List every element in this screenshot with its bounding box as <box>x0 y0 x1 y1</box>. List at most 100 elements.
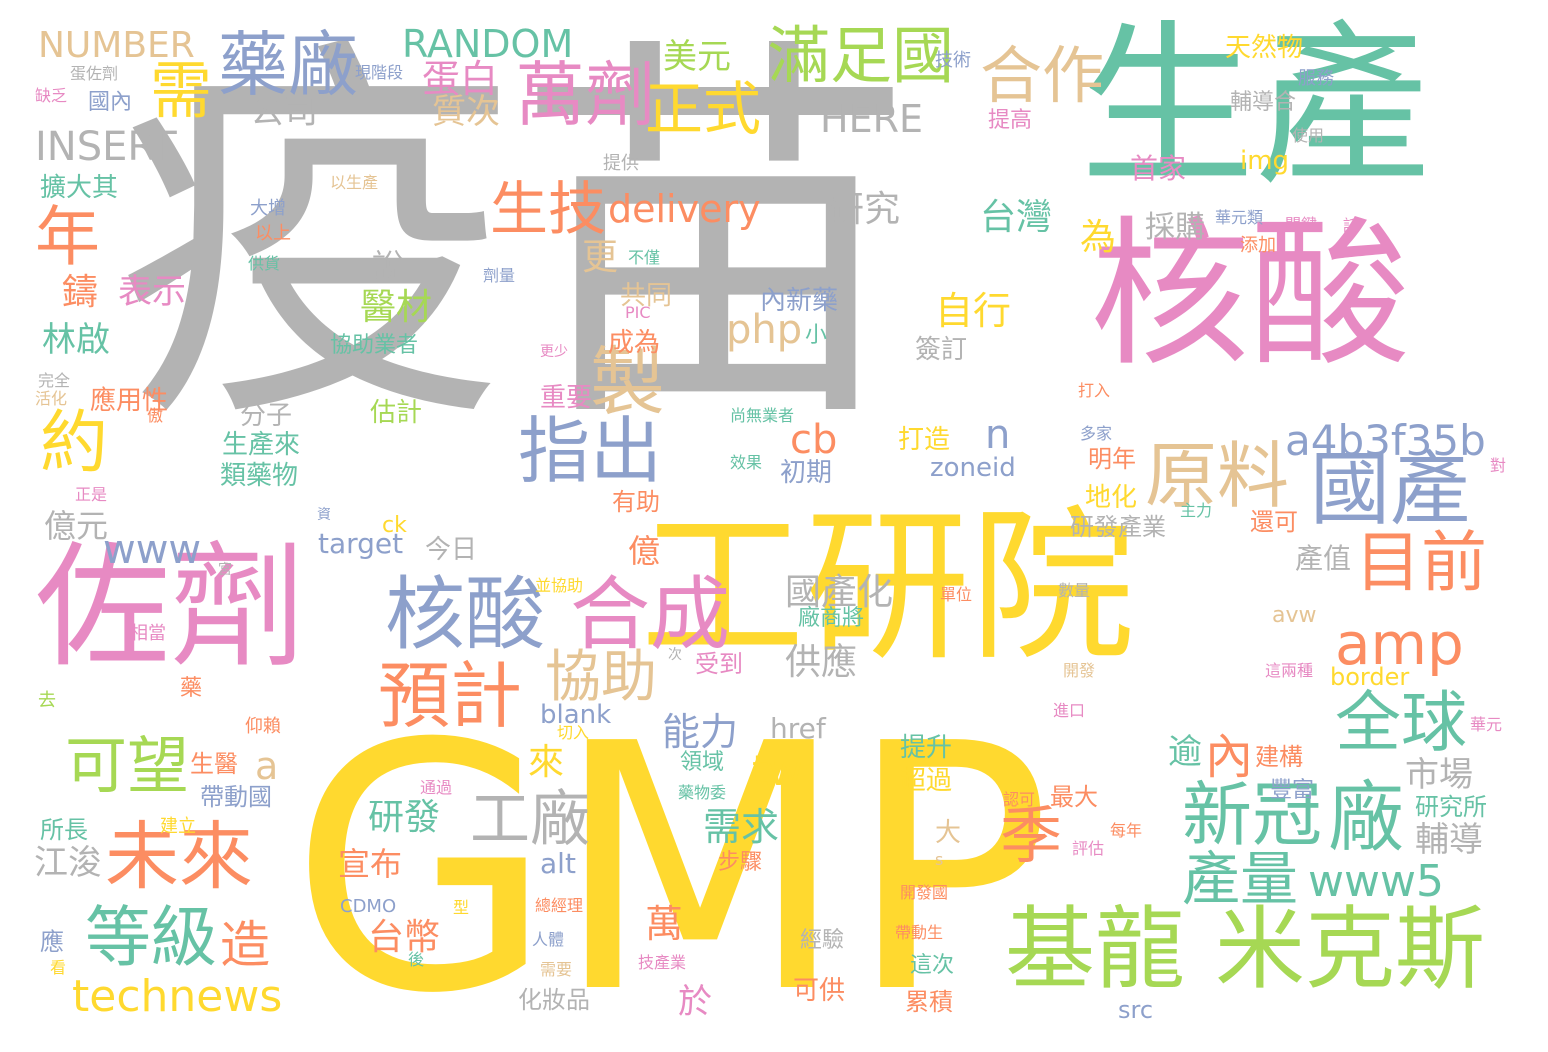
word-cloud-word: src <box>1118 996 1154 1024</box>
word-cloud-word: GMP <box>290 672 1052 1052</box>
word-cloud-word: 需要 <box>540 960 573 979</box>
word-cloud-word: 經驗 <box>800 928 845 953</box>
word-cloud-word: 總經理 <box>535 896 584 915</box>
word-cloud-word: 藥廠 <box>218 24 358 106</box>
word-cloud-word: 看 <box>50 958 67 977</box>
word-cloud-word: 相當 <box>130 623 166 644</box>
word-cloud-word: 成為 <box>608 328 661 358</box>
word-cloud-word: 託 <box>1343 216 1360 235</box>
word-cloud-word: n <box>985 412 1011 458</box>
word-cloud-word: 全球 <box>1335 684 1467 761</box>
word-cloud-word: amp <box>1335 610 1464 678</box>
word-cloud-word: 正是 <box>75 485 108 504</box>
word-cloud-word: 今日 <box>425 535 478 565</box>
word-cloud-word: 輔導 <box>1415 820 1483 860</box>
word-cloud-word: 步驟 <box>718 850 763 875</box>
word-cloud-word: 開發 <box>1063 661 1096 680</box>
word-cloud-word: 於 <box>678 982 712 1022</box>
word-cloud-word: 需求 <box>703 805 780 849</box>
word-cloud-word: 華元類 <box>1215 208 1264 227</box>
word-cloud-word: 效果 <box>730 453 763 472</box>
word-cloud-word: 產值 <box>1295 542 1352 575</box>
word-cloud-word: 公司 <box>250 92 318 132</box>
word-cloud-word: RANDOM <box>402 22 574 66</box>
word-cloud-word: 人體 <box>532 930 565 949</box>
word-cloud-word: 提供 <box>603 153 639 174</box>
word-cloud-word: 傲 <box>147 406 164 425</box>
word-cloud-word: 領域 <box>680 750 725 775</box>
word-cloud-word: 開發國 <box>900 883 949 902</box>
word-cloud-word: 分子 <box>240 401 293 431</box>
word-cloud-word: 預計 <box>378 654 523 738</box>
word-cloud-word: 內新藥 <box>760 286 839 316</box>
word-cloud-word: 主力 <box>1180 501 1213 520</box>
word-cloud-word: 原料 <box>1145 434 1290 518</box>
word-cloud-word: 國產化 <box>785 572 894 613</box>
word-cloud-word: 地化 <box>1085 483 1138 513</box>
word-cloud-word: 蛋白 <box>422 57 499 101</box>
word-cloud-word: 打造 <box>898 425 951 455</box>
word-cloud-word: 正式 <box>645 75 762 143</box>
word-cloud-word: a4b3f35b <box>1285 416 1486 465</box>
word-cloud-word: technews <box>72 971 283 1022</box>
word-cloud-word: 大 <box>935 818 962 848</box>
word-cloud-word: INSERT <box>35 124 177 170</box>
word-cloud-word: 明年 <box>1088 445 1136 473</box>
word-cloud-word: 受到 <box>695 650 743 678</box>
word-cloud-word: 藥物委 <box>678 783 727 802</box>
word-cloud-word: 現階段 <box>355 63 404 82</box>
word-cloud-word: 研發 <box>368 797 441 838</box>
word-cloud-word: 供應 <box>785 642 858 683</box>
word-cloud-word: 鑄 <box>62 272 99 313</box>
word-cloud-word: 億元 <box>44 507 109 545</box>
word-cloud-word: border <box>1330 663 1410 691</box>
word-cloud-word: 研究 <box>828 189 901 230</box>
word-cloud-word: 滿足國 <box>768 19 955 92</box>
word-cloud-word: zoneid <box>930 453 1016 483</box>
word-cloud-word: 億 <box>628 532 661 570</box>
word-cloud-word: 以上 <box>255 223 291 244</box>
word-cloud-word: 年 <box>35 200 101 275</box>
word-cloud-word: 服務 <box>1298 68 1334 89</box>
word-cloud-word: 廠 <box>1328 773 1404 862</box>
word-cloud-word: 逾 <box>1168 732 1202 772</box>
word-cloud-word: 可望 <box>65 729 190 802</box>
word-cloud-word: 協助 <box>545 645 657 710</box>
word-cloud-word: 仰賴 <box>245 716 281 737</box>
word-cloud-word: 輔導合 <box>1230 90 1297 115</box>
word-cloud-word: 估計 <box>370 398 423 428</box>
word-cloud-word: blank <box>540 700 612 730</box>
word-cloud-word: NUMBER <box>38 25 195 66</box>
word-cloud-word: 去 <box>38 690 56 711</box>
word-cloud-word: 完全 <box>38 371 71 390</box>
word-cloud-word: www5 <box>1308 856 1444 907</box>
word-cloud-word: 化妝品 <box>518 986 590 1014</box>
word-cloud-word: 添加 <box>1240 235 1276 256</box>
word-cloud-word: 重要 <box>540 383 593 413</box>
word-cloud-word: 指出 <box>518 409 663 493</box>
word-cloud-word: 資 <box>317 507 331 523</box>
word-cloud-word: 初期 <box>780 458 833 488</box>
word-cloud-word: 來 <box>528 742 565 783</box>
word-cloud-word: 單位 <box>940 585 973 604</box>
word-cloud-word: 可供 <box>793 976 846 1006</box>
word-cloud-word: 建構 <box>1255 743 1303 771</box>
word-cloud-word: 江浚 <box>34 843 102 883</box>
word-cloud-word: 生產 <box>1080 6 1430 209</box>
word-cloud-word: HERE <box>820 97 923 141</box>
word-cloud-word: avw <box>1272 603 1317 628</box>
word-cloud-word: 萬 <box>645 902 684 946</box>
word-cloud-word: 超過 <box>900 766 953 796</box>
word-cloud-word: 次 <box>668 647 682 663</box>
word-cloud-word: php <box>726 307 803 353</box>
word-cloud-word: 首家 <box>1130 152 1187 185</box>
word-cloud-word: 進口 <box>1053 701 1086 720</box>
word-cloud-word: 製 <box>590 338 666 426</box>
word-cloud-word: 小 <box>805 323 828 348</box>
word-cloud-word: 造 <box>220 916 270 974</box>
word-cloud-word: 需 <box>150 54 213 127</box>
word-cloud-word: 數量 <box>1058 581 1091 600</box>
word-cloud-word: 還可 <box>1250 508 1298 536</box>
word-cloud-word: 供貨 <box>248 254 281 273</box>
